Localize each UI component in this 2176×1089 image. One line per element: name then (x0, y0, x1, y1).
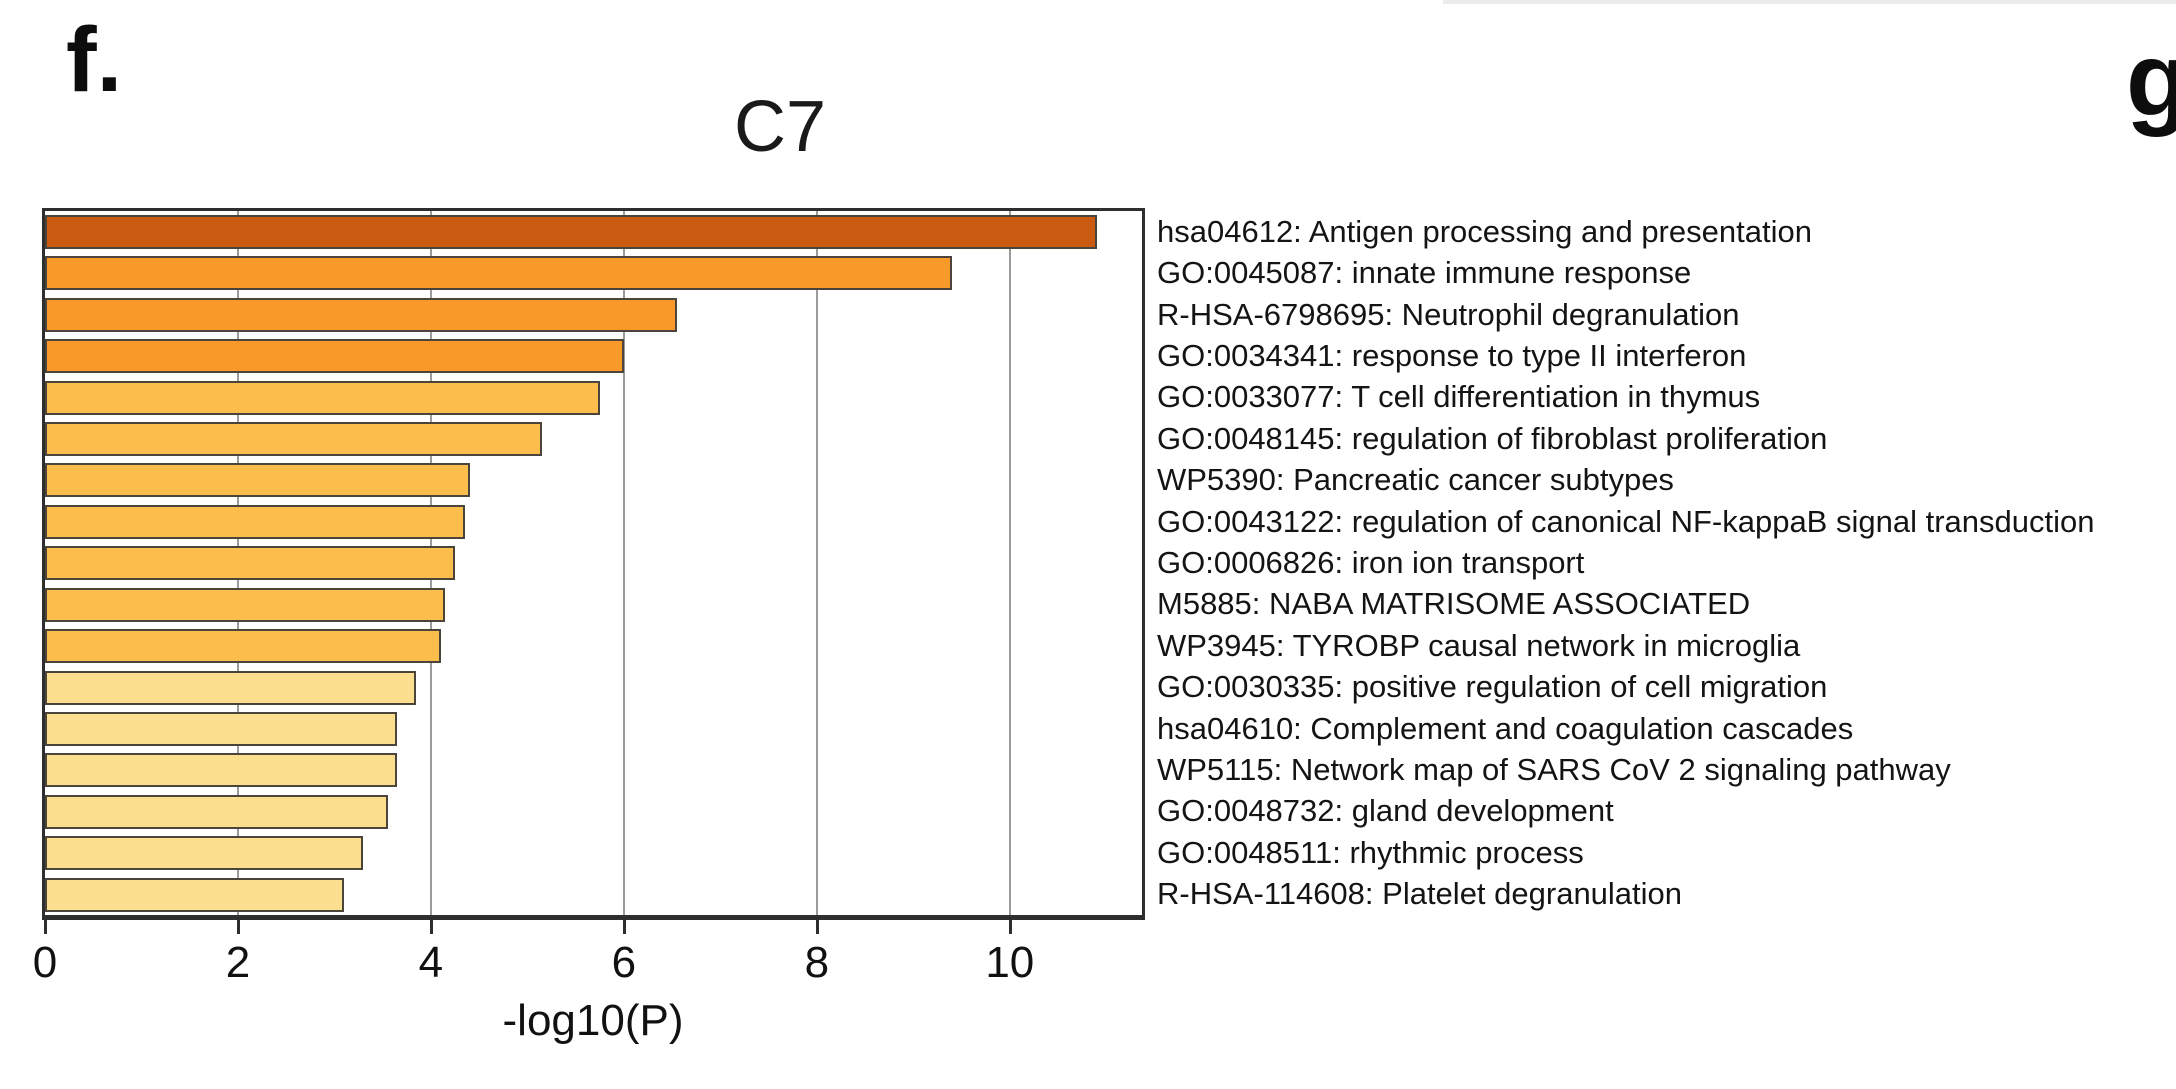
gridline-x6 (622, 211, 625, 915)
bar-row (45, 418, 1142, 459)
bar (45, 215, 1097, 249)
bar (45, 256, 952, 291)
bar (45, 546, 456, 581)
gridline-x8 (815, 211, 818, 915)
x-axis-tick (44, 920, 47, 934)
bar-row (45, 377, 1142, 418)
bar (45, 587, 446, 622)
gridline-x10 (1008, 211, 1011, 915)
category-label: M5885: NABA MATRISOME ASSOCIATED (1157, 586, 1751, 622)
bar (45, 422, 542, 457)
bar-row (45, 708, 1142, 749)
category-label: GO:0048511: rhythmic process (1157, 834, 1584, 870)
x-axis-tick-label: 10 (985, 938, 1035, 987)
x-axis-tick (429, 920, 433, 934)
bar-row (45, 335, 1142, 376)
category-label: WP5390: Pancreatic cancer subtypes (1157, 462, 1674, 498)
bar-row (45, 667, 1142, 708)
category-label: GO:0006826: iron ion transport (1157, 544, 1585, 580)
bar-row (45, 294, 1142, 335)
bar-row (45, 749, 1142, 790)
x-axis-tick-label: 4 (418, 938, 444, 987)
category-label: GO:0033077: T cell differentiation in th… (1157, 379, 1761, 415)
bar (45, 711, 398, 746)
bar-row (45, 542, 1142, 583)
bar (45, 463, 470, 498)
bar-row (45, 211, 1142, 252)
bar-row (45, 459, 1142, 500)
x-axis-tick (622, 920, 626, 934)
x-axis-tick (236, 920, 240, 934)
category-labels: hsa04612: Antigen processing and present… (1157, 208, 2176, 920)
bar (45, 380, 600, 415)
bar-row (45, 584, 1142, 625)
category-label: GO:0048145: regulation of fibroblast pro… (1157, 420, 1828, 456)
category-label: hsa04612: Antigen processing and present… (1157, 213, 1812, 249)
bar (45, 504, 465, 539)
category-label: GO:0030335: positive regulation of cell … (1157, 669, 1828, 705)
bar (45, 629, 441, 664)
bar (45, 297, 677, 332)
x-axis-tick (815, 920, 819, 934)
x-axis-tick-label: 8 (804, 938, 830, 987)
bar-row (45, 252, 1142, 293)
x-axis-tick (1008, 920, 1012, 934)
bar (45, 836, 364, 871)
top-edge-artifact (1443, 0, 2176, 4)
bar (45, 877, 345, 912)
bar-row (45, 874, 1142, 915)
bar (45, 339, 624, 374)
category-label: R-HSA-6798695: Neutrophil degranulation (1157, 296, 1740, 332)
bar-row (45, 501, 1142, 542)
x-axis-tick-label: 0 (32, 938, 58, 987)
plot-area (42, 208, 1145, 920)
category-label: GO:0034341: response to type II interfer… (1157, 337, 1747, 373)
category-label: WP5115: Network map of SARS CoV 2 signal… (1157, 752, 1951, 788)
bar-row (45, 791, 1142, 832)
category-label: GO:0045087: innate immune response (1157, 255, 1692, 291)
bar (45, 794, 388, 829)
plot-inner (45, 211, 1142, 915)
chart-title: C7 (733, 87, 827, 167)
category-label: R-HSA-114608: Platelet degranulation (1157, 876, 1683, 912)
bar (45, 753, 398, 788)
x-axis-tick-label: 2 (225, 938, 251, 987)
category-label: GO:0043122: regulation of canonical NF-k… (1157, 503, 2095, 539)
panel-label-g: g (2126, 22, 2176, 138)
bar-row (45, 832, 1142, 873)
panel-label-f: f. (66, 9, 123, 111)
category-label: hsa04610: Complement and coagulation cas… (1157, 710, 1854, 746)
category-label: WP3945: TYROBP causal network in microgl… (1157, 627, 1801, 663)
x-axis-label: -log10(P) (502, 996, 684, 1045)
bar-row (45, 625, 1142, 666)
bar (45, 670, 417, 705)
category-label: GO:0048732: gland development (1157, 793, 1614, 829)
x-axis-tick-label: 6 (611, 938, 637, 987)
